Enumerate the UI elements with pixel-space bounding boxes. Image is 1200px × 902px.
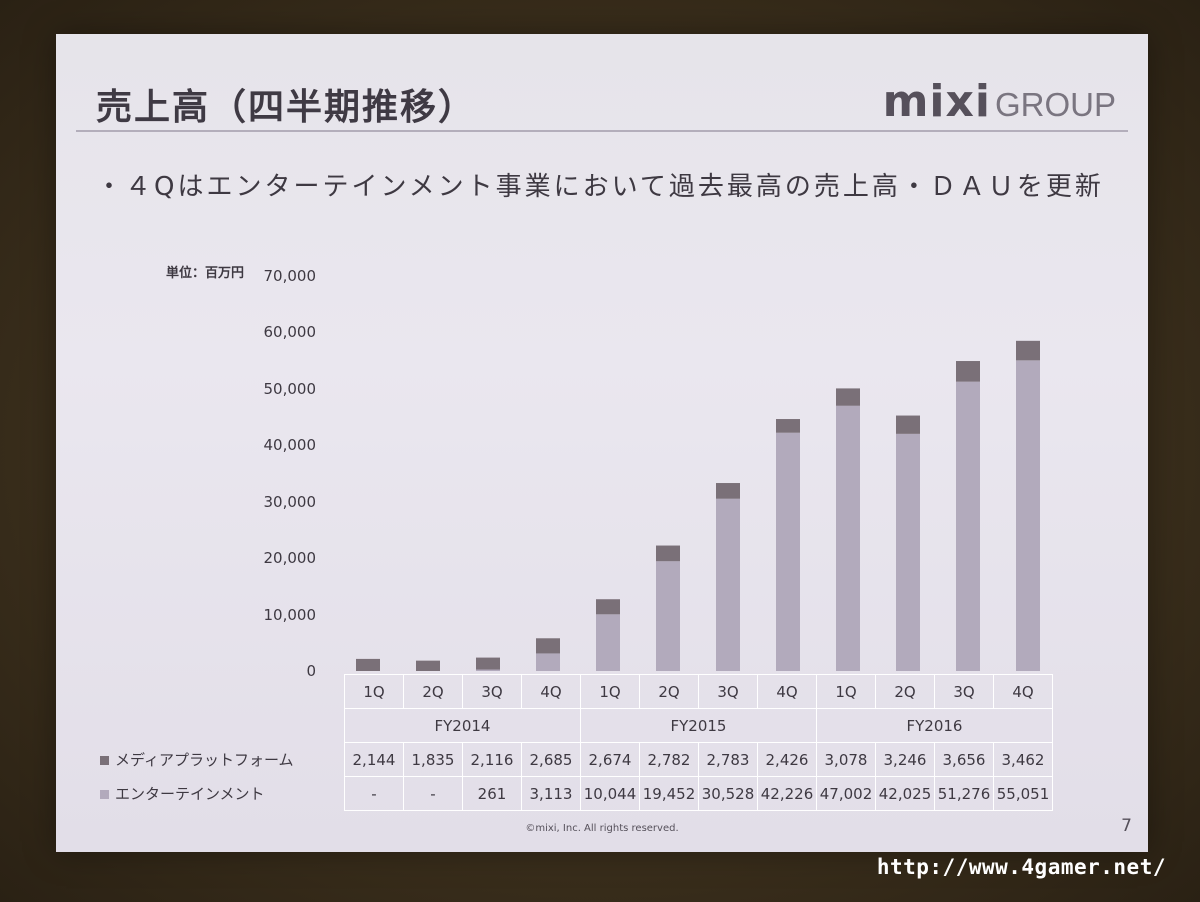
fiscal-year-row: FY2014 FY2015 FY2016 [94,708,1053,743]
stacked-bar-chart [356,340,1040,671]
fiscal-year-row-label [94,709,345,743]
bar-media-platform [356,658,380,671]
entertainment-value: 30,528 [698,776,758,811]
quarter-label: 4Q [757,674,817,709]
copyright-footer: ©mixi, Inc. All rights reserved. [525,823,679,834]
logo-group-text: GROUP [994,86,1116,123]
entertainment-row: エンターテインメント - -261 3,113 10,044 19,452 30,528 4… [94,776,1053,811]
bar-media-platform [536,638,560,654]
media-platform-value: 3,246 [875,742,935,777]
entertainment-value: 42,025 [875,776,935,811]
title-bar: 売上高（四半期推移） mixi GROUP [76,72,1128,132]
media-platform-value: 3,462 [993,742,1053,777]
quarter-label: 3Q [698,674,758,709]
y-tick-label: 30,000 [263,492,317,511]
quarter-label: 1Q [580,674,640,709]
fiscal-year-label: FY2016 [816,708,1053,743]
quarter-row: 1Q 2Q 3Q 4Q 1Q 2Q 3Q 4Q 1Q 2Q 3Q 4Q [94,674,1053,709]
quarter-label: 3Q [462,674,522,709]
bar-entertainment [1016,360,1040,671]
media-platform-swatch [100,756,109,765]
bar-entertainment [536,653,560,671]
bar-media-platform [896,415,920,434]
bar-entertainment [776,432,800,671]
bar-media-platform [656,545,680,562]
media-platform-value: 2,782 [639,742,699,777]
media-platform-value: 2,674 [580,742,640,777]
bar-media-platform [1016,340,1040,361]
media-platform-value: 2,426 [757,742,817,777]
entertainment-swatch [100,790,109,799]
y-tick-label: 0 [306,662,316,680]
media-platform-value: 2,116 [462,742,522,777]
media-platform-value: 2,685 [521,742,581,777]
bar-entertainment [476,669,500,671]
y-tick-label: 70,000 [263,267,317,285]
y-tick-label: 20,000 [263,549,317,568]
quarter-label: 3Q [934,674,994,709]
bar-entertainment [596,614,620,671]
bullet-text: ・４Qはエンターテインメント事業において過去最高の売上高・ＤＡＵを更新 [96,172,1104,202]
bar-entertainment [716,498,740,671]
bar-media-platform [416,660,440,671]
entertainment-value: 10,044 [580,776,640,811]
media-platform-legend: メディアプラットフォーム [94,743,345,777]
media-platform-value: 3,078 [816,742,876,777]
media-platform-value: 1,835 [403,742,463,777]
bar-media-platform [956,361,980,382]
data-table: 1Q 2Q 3Q 4Q 1Q 2Q 3Q 4Q 1Q 2Q 3Q 4Q FY2014 FY2015 FY2… [94,674,1053,811]
entertainment-label: エンターテインメント [115,785,265,803]
bar-entertainment [656,561,680,671]
entertainment-value: 51,276 [934,776,994,811]
quarter-label: 2Q [639,674,699,709]
quarter-label: 2Q [403,674,463,709]
bar-entertainment [956,381,980,671]
entertainment-value: 19,452 [639,776,699,811]
entertainment-value: 261 [462,776,522,811]
site-watermark: http://www.4gamer.net/ [876,855,1166,879]
y-tick-label: 50,000 [263,379,317,398]
fiscal-year-label: FY2015 [580,708,817,743]
bar-media-platform [776,419,800,433]
media-platform-label: メディアプラットフォーム [115,751,294,769]
entertainment-value: 3,113 [521,776,581,811]
media-platform-value: 2,783 [698,742,758,777]
entertainment-value: - [344,776,404,811]
unit-label: 単位：百万円 [166,266,245,281]
bar-media-platform [476,657,500,670]
media-platform-row: メディアプラットフォーム 2,144 1,835 2,116 2,685 2,674 2,… [94,742,1053,777]
quarter-label: 2Q [875,674,935,709]
entertainment-value: 55,051 [993,776,1053,811]
bar-media-platform [716,483,740,499]
media-platform-value: 3,656 [934,742,994,777]
bar-entertainment [836,405,860,671]
bar-entertainment [896,433,920,671]
slide: 売上高（四半期推移） mixi GROUP ・４Qはエンターテインメント事業におい… [56,34,1148,852]
bar-media-platform [596,599,620,615]
media-platform-value: 2,144 [344,742,404,777]
entertainment-value: 47,002 [816,776,876,811]
quarter-label: 4Q [521,674,581,709]
y-tick-label: 10,000 [263,605,317,624]
fiscal-year-label: FY2014 [344,708,581,743]
entertainment-value: 42,226 [757,776,817,811]
logo-mixi-text: mixi [882,76,991,127]
page-number: 7 [1121,816,1132,836]
y-tick-label: 60,000 [263,323,317,342]
entertainment-value: - [403,776,463,811]
quarter-label: 1Q [344,674,404,709]
quarter-label: 4Q [993,674,1053,709]
mixi-group-logo: mixi GROUP [883,76,1116,127]
entertainment-legend: エンターテインメント [94,777,345,811]
y-tick-label: 40,000 [263,436,317,455]
bar-media-platform [836,388,860,406]
page-title: 売上高（四半期推移） [96,87,477,128]
quarter-label: 1Q [816,674,876,709]
quarter-row-label [94,675,345,709]
